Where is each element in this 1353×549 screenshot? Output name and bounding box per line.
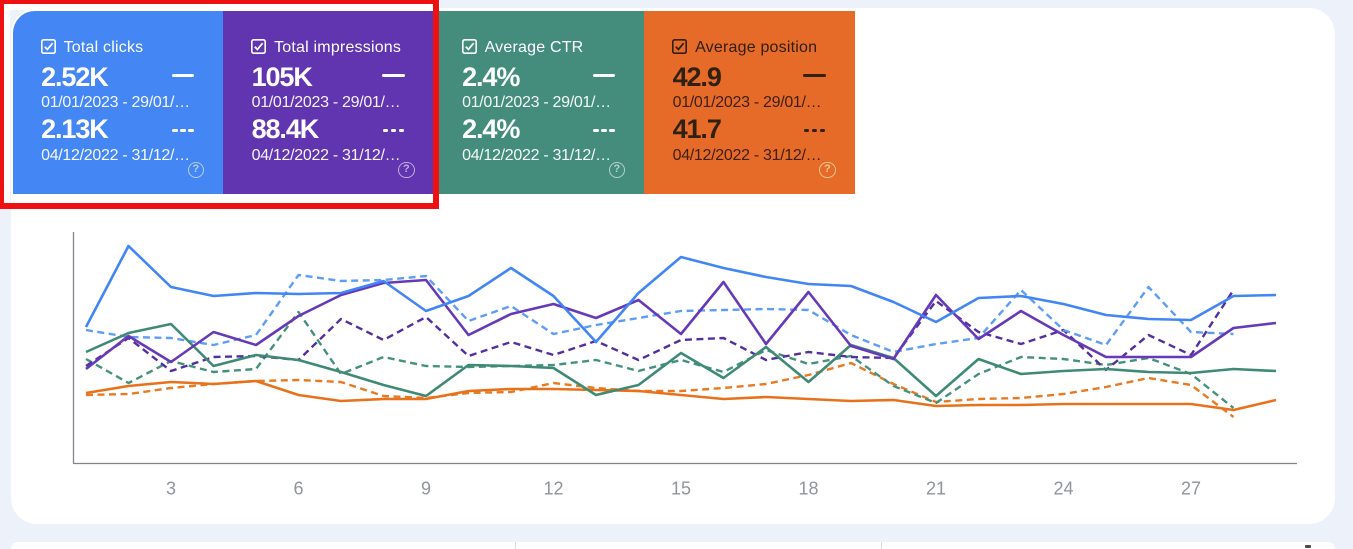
svg-text:27: 27 <box>1181 479 1201 499</box>
svg-text:21: 21 <box>926 479 946 499</box>
svg-text:6: 6 <box>293 479 303 499</box>
svg-text:12: 12 <box>543 479 563 499</box>
svg-text:9: 9 <box>421 479 431 499</box>
svg-text:18: 18 <box>798 479 818 499</box>
svg-text:15: 15 <box>671 479 691 499</box>
svg-text:3: 3 <box>166 479 176 499</box>
svg-text:24: 24 <box>1053 479 1073 499</box>
